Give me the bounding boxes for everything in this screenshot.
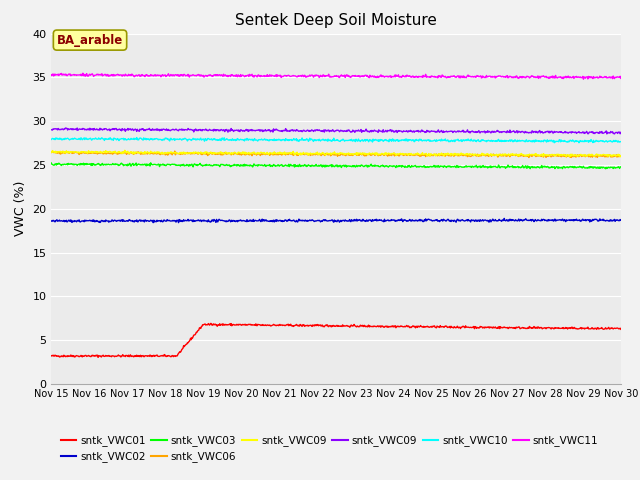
Text: BA_arable: BA_arable [57,34,123,47]
Y-axis label: VWC (%): VWC (%) [13,181,27,237]
Title: Sentek Deep Soil Moisture: Sentek Deep Soil Moisture [235,13,437,28]
Legend: sntk_VWC01, sntk_VWC02, sntk_VWC03, sntk_VWC06, sntk_VWC09, sntk_VWC09, sntk_VWC: sntk_VWC01, sntk_VWC02, sntk_VWC03, sntk… [56,431,603,467]
